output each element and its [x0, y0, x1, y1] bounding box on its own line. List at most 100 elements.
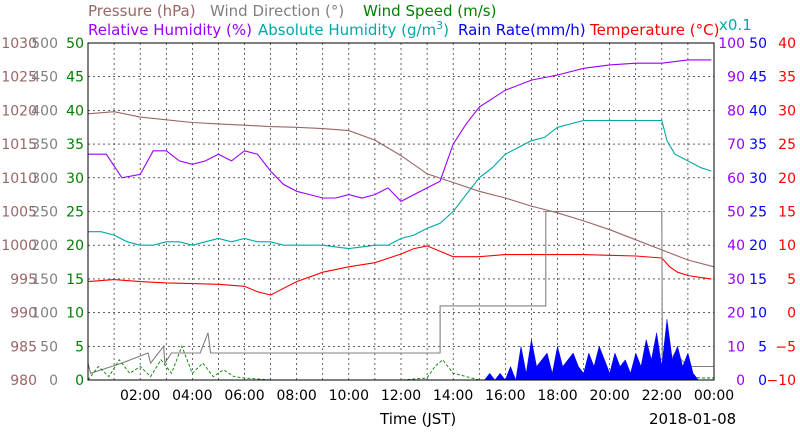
y-tick-wind_dir: 150	[31, 272, 58, 288]
y-tick-rh: 40	[727, 238, 745, 254]
y-tick-pressure: 1010	[1, 171, 37, 187]
abs-humidity-label-end: )	[443, 21, 449, 39]
y-tick-temp: 5	[787, 272, 796, 288]
y-tick-pressure: 985	[10, 339, 37, 355]
y-tick-wind_speed: 25	[66, 205, 84, 221]
y-tick-rain: 50	[749, 36, 767, 52]
abs-humidity-label-text: Absolute Humidity (g/m	[258, 21, 436, 39]
x-tick-label: 14:00	[433, 388, 473, 404]
series-rain-rate-mm-h	[479, 319, 699, 381]
y-tick-rh: 70	[727, 137, 745, 153]
y-tick-temp: 25	[778, 137, 796, 153]
y-tick-pressure: 980	[10, 373, 37, 389]
y-tick-temp: 0	[787, 306, 796, 322]
date-label: 2018-01-08	[649, 410, 736, 428]
y-tick-temp: 20	[778, 171, 796, 187]
wind-direction-label: Wind Direction (°)	[210, 2, 344, 20]
y-tick-temp: 30	[778, 103, 796, 119]
wind-speed-label: Wind Speed (m/s)	[363, 2, 496, 20]
y-tick-rh: 60	[727, 171, 745, 187]
y-tick-rh: 100	[718, 36, 745, 52]
temperature-label: Temperature (°C)	[589, 21, 719, 39]
x-tick-label: 18:00	[537, 388, 577, 404]
series-temperature-c	[87, 245, 712, 296]
y-tick-pressure: 1030	[1, 36, 37, 52]
y-tick-pressure: 1025	[1, 70, 37, 86]
y-tick-temp: 35	[778, 70, 796, 86]
x-tick-label: 06:00	[224, 388, 264, 404]
y-tick-rain: 30	[749, 171, 767, 187]
x-tick-label: 10:00	[329, 388, 369, 404]
y-tick-rh: 30	[727, 272, 745, 288]
series-pressure-hpa	[87, 111, 715, 268]
y-tick-wind_speed: 10	[66, 306, 84, 322]
y-tick-temp: 40	[778, 36, 796, 52]
y-tick-wind_dir: 300	[31, 171, 58, 187]
y-tick-wind_dir: 400	[31, 103, 58, 119]
y-tick-wind_speed: 15	[66, 272, 84, 288]
y-tick-rh: 50	[727, 205, 745, 221]
y-tick-wind_speed: 40	[66, 103, 84, 119]
x-tick-label: 20:00	[589, 388, 629, 404]
plot-frame	[87, 42, 715, 381]
x-tick-label: 00:00	[694, 388, 734, 404]
y-tick-temp: −10	[766, 373, 796, 389]
y-tick-wind_dir: 450	[31, 70, 58, 86]
abs-humidity-scale-note: x0.1	[719, 16, 752, 34]
y-tick-wind_dir: 50	[40, 339, 58, 355]
y-tick-rain: 35	[749, 137, 767, 153]
y-tick-rain: 40	[749, 103, 767, 119]
y-tick-rain: 0	[758, 373, 767, 389]
x-axis-label: Time (JST)	[379, 410, 456, 428]
ticks: 02:00 04:00 06:00 08:00 10:00 12:00 14:00 16:00…	[1, 36, 796, 404]
x-tick-label: 22:00	[642, 388, 682, 404]
y-tick-wind_speed: 30	[66, 171, 84, 187]
y-tick-pressure: 995	[10, 272, 37, 288]
y-tick-wind_dir: 100	[31, 306, 58, 322]
y-tick-wind_speed: 20	[66, 238, 84, 254]
y-tick-rh: 90	[727, 70, 745, 86]
x-tick-label: 16:00	[485, 388, 525, 404]
y-tick-temp: 10	[778, 238, 796, 254]
y-tick-rain: 10	[749, 306, 767, 322]
x-tick-label: 12:00	[381, 388, 421, 404]
abs-humidity-label: Absolute Humidity (g/m3)	[258, 19, 449, 39]
x-tick-label: 08:00	[276, 388, 316, 404]
series-layer	[87, 59, 715, 381]
series-absolute-humidity-x0-1	[88, 119, 712, 250]
y-tick-wind_dir: 0	[49, 373, 58, 389]
y-tick-wind_speed: 45	[66, 70, 84, 86]
y-tick-rh: 20	[727, 306, 745, 322]
y-tick-wind_dir: 500	[31, 36, 58, 52]
rain-rate-label: Rain Rate(mm/h)	[458, 21, 586, 39]
y-tick-wind_dir: 250	[31, 205, 58, 221]
y-tick-wind_speed: 0	[75, 373, 84, 389]
y-tick-temp: −5	[775, 339, 796, 355]
y-tick-pressure: 1015	[1, 137, 37, 153]
y-tick-rain: 15	[749, 272, 767, 288]
y-tick-wind_speed: 50	[66, 36, 84, 52]
y-tick-pressure: 990	[10, 306, 37, 322]
y-tick-rain: 25	[749, 205, 767, 221]
y-tick-wind_dir: 350	[31, 137, 58, 153]
y-tick-rain: 20	[749, 238, 767, 254]
y-tick-wind_speed: 5	[75, 339, 84, 355]
abs-humidity-label-sup: 3	[436, 19, 443, 32]
series-relative-humidity	[88, 59, 712, 203]
y-tick-rh: 10	[727, 339, 745, 355]
series-wind-direction	[87, 210, 714, 376]
y-tick-pressure: 1005	[1, 205, 37, 221]
x-tick-label: 04:00	[172, 388, 212, 404]
y-tick-wind_dir: 200	[31, 238, 58, 254]
y-tick-rain: 5	[758, 339, 767, 355]
y-tick-rh: 80	[727, 103, 745, 119]
y-tick-pressure: 1000	[1, 238, 37, 254]
rh-label: Relative Humidity (%)	[88, 21, 252, 39]
y-tick-rh: 0	[736, 373, 745, 389]
pressure-label: Pressure (hPa)	[88, 2, 196, 20]
y-tick-temp: 15	[778, 205, 796, 221]
y-tick-wind_speed: 35	[66, 137, 84, 153]
y-tick-pressure: 1020	[1, 103, 37, 119]
x-tick-label: 02:00	[120, 388, 160, 404]
